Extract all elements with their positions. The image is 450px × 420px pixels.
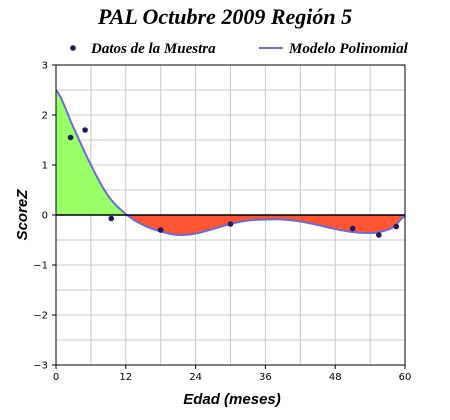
chart-title: PAL Octubre 2009 Región 5: [97, 4, 352, 29]
data-point: [157, 227, 164, 233]
area-fills: [56, 90, 405, 236]
negative-area: [127, 215, 405, 236]
y-tick-label: −2: [33, 311, 48, 322]
x-tick-label: 0: [53, 372, 59, 383]
x-tick-label: 12: [119, 372, 132, 383]
x-tick-label: 60: [399, 372, 412, 383]
y-tick-label: 3: [42, 61, 48, 72]
data-point: [67, 134, 74, 141]
legend-label-model: Modelo Polinomial: [288, 41, 409, 57]
data-point: [227, 221, 234, 227]
data-point: [393, 223, 400, 230]
y-tick-label: 2: [42, 111, 48, 122]
data-point: [82, 127, 88, 133]
x-tick-label: 36: [259, 372, 272, 383]
y-tick-label: −1: [33, 261, 48, 272]
sample-points: [67, 127, 400, 238]
legend-marker-sample: [70, 45, 76, 51]
x-tick-label: 24: [189, 372, 202, 383]
data-point: [108, 215, 115, 222]
tick-labels: 0 12 24 36 48 60 3 2 1 0 −1 −2 −3: [33, 61, 411, 384]
x-tick-label: 48: [329, 372, 342, 383]
y-axis-label: ScoreZ: [14, 189, 31, 241]
y-tick-label: 1: [42, 161, 48, 172]
legend-label-sample: Datos de la Muestra: [90, 41, 216, 57]
x-axis-label: Edad (meses): [183, 391, 281, 408]
y-tick-label: 0: [42, 211, 48, 222]
legend: Datos de la Muestra Modelo Polinomial: [70, 41, 409, 57]
data-point: [376, 232, 382, 238]
axes: [52, 64, 406, 369]
y-tick-label: −3: [33, 361, 48, 372]
data-point: [349, 225, 356, 232]
positive-area: [56, 90, 128, 215]
